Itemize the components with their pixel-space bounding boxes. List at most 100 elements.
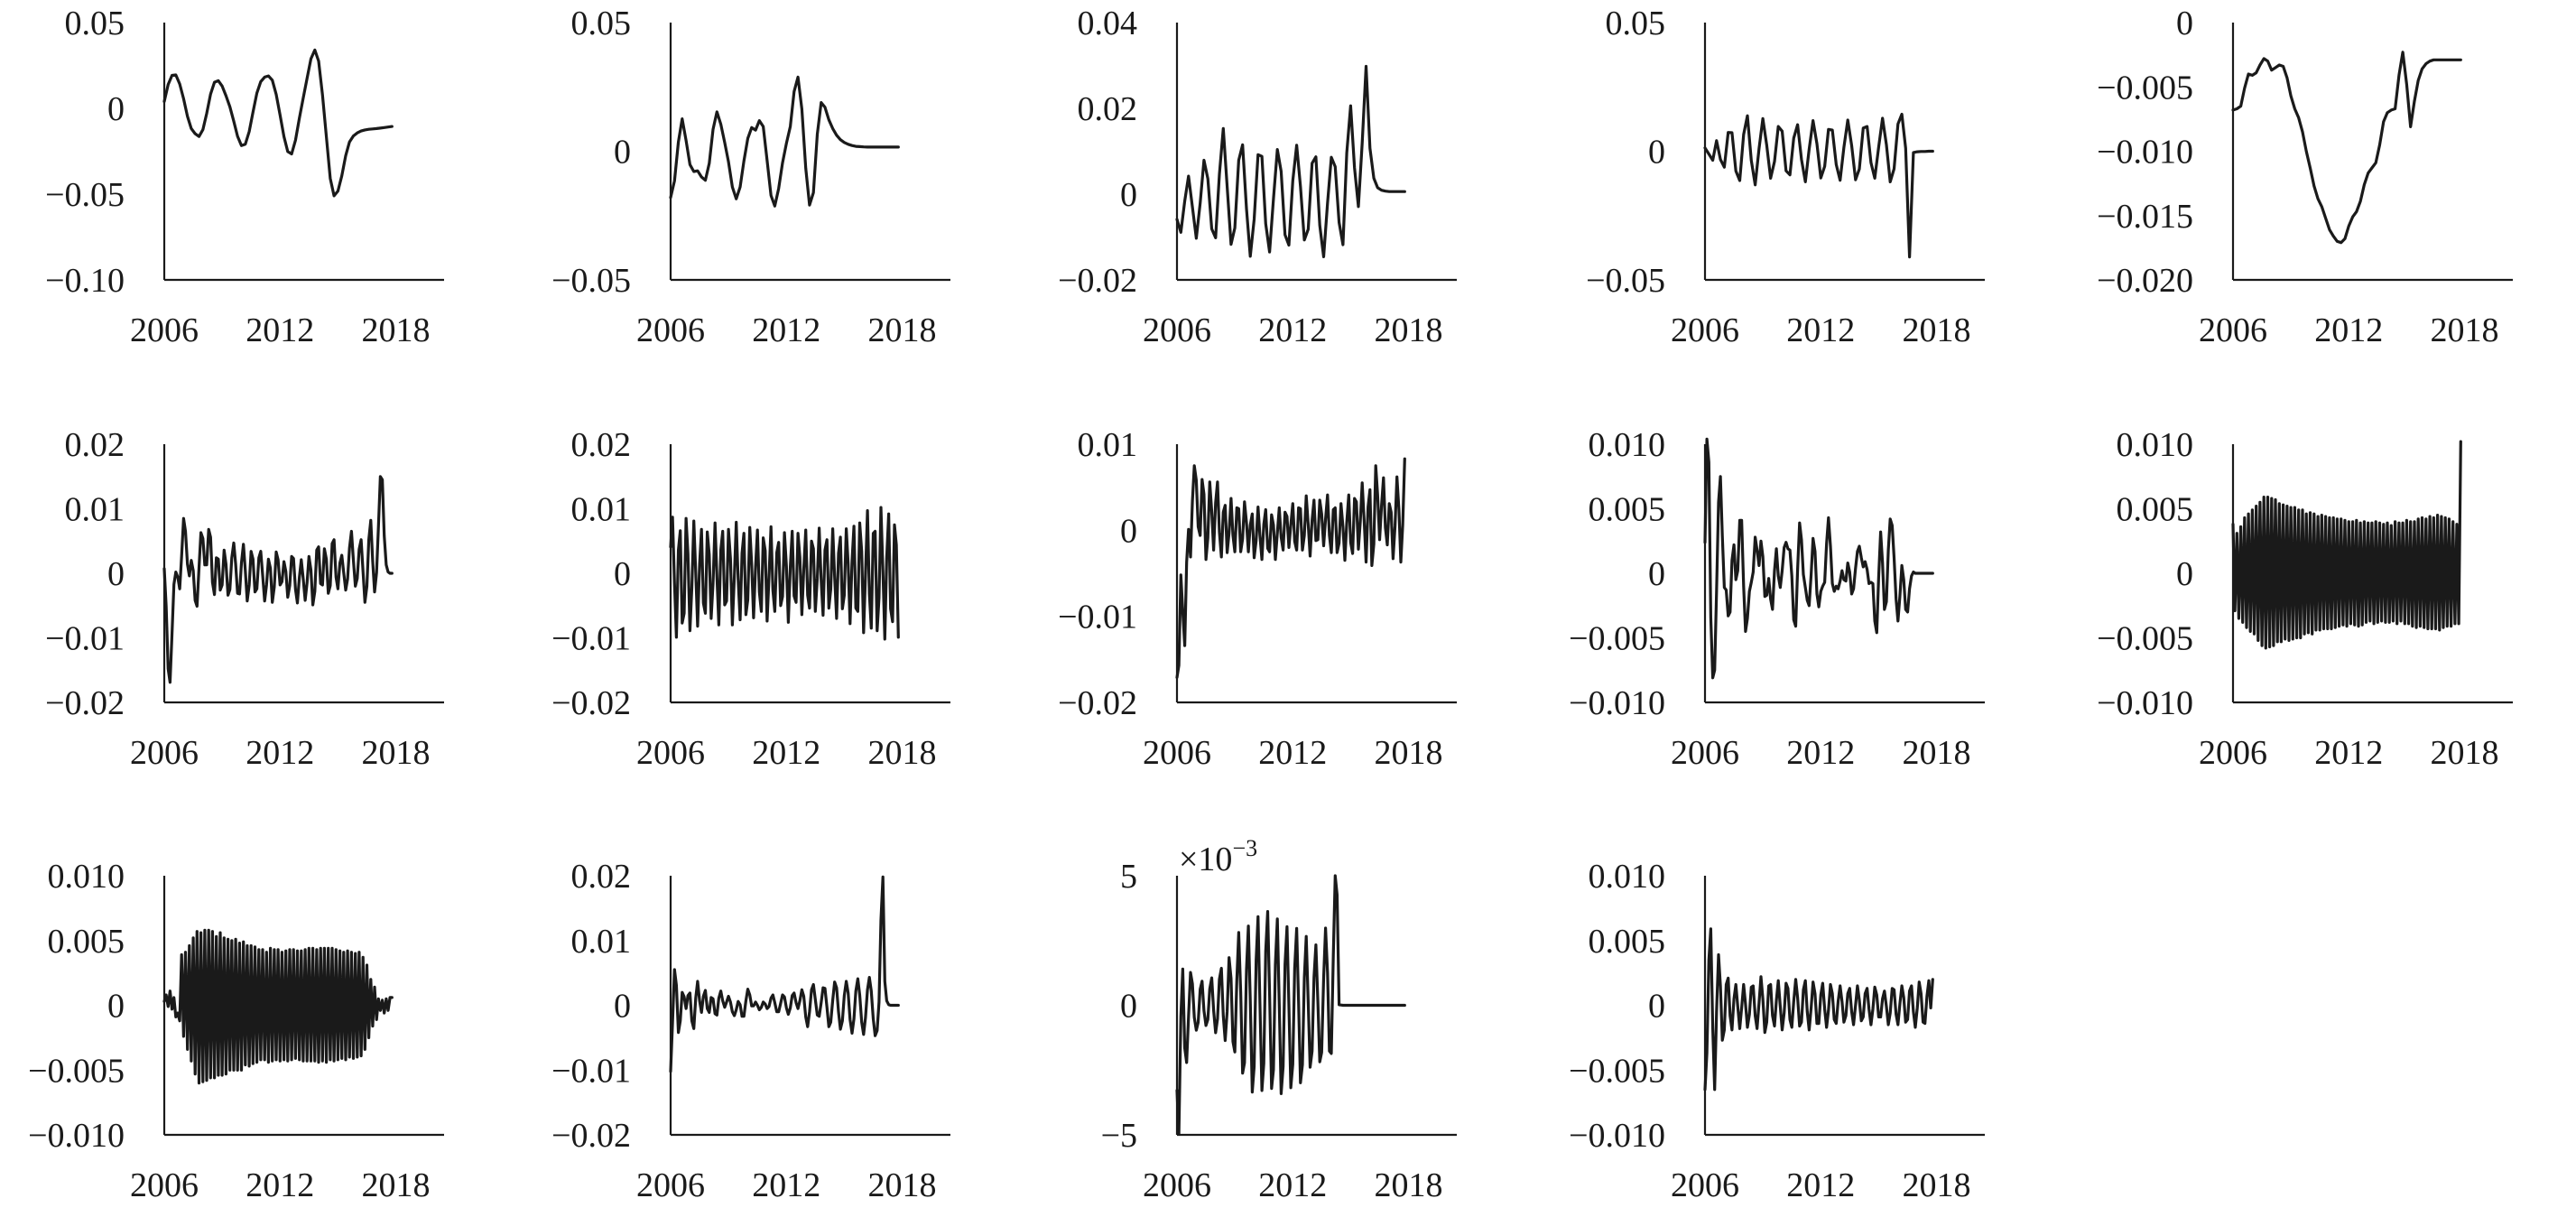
y-tick-label: −5 — [1101, 1117, 1137, 1155]
y-tick-label: 0.05 — [571, 5, 632, 42]
x-tick-label: 2012 — [752, 1166, 820, 1204]
x-tick-label: 2006 — [2199, 734, 2267, 772]
y-tick-label: −0.01 — [551, 620, 631, 658]
y-tick-label: 0 — [1648, 134, 1665, 172]
y-tick-label: −0.02 — [551, 1117, 631, 1155]
series-line — [669, 75, 900, 208]
x-tick-label: 2018 — [868, 734, 937, 772]
x-tick-label: 2012 — [752, 311, 820, 349]
series-line — [162, 475, 394, 684]
y-tick-label: −0.01 — [551, 1052, 631, 1090]
y-tick-label: 0.010 — [1589, 426, 1666, 464]
x-tick-label: 2006 — [1671, 1166, 1739, 1204]
y-tick-label: 0.01 — [571, 491, 632, 529]
y-tick-label: 0.005 — [1589, 491, 1666, 529]
x-tick-label: 2006 — [1671, 734, 1739, 772]
y-tick-label: −0.01 — [45, 620, 125, 658]
x-tick-label: 2018 — [868, 311, 937, 349]
series-line — [1175, 64, 1406, 258]
y-tick-label: −0.005 — [1569, 620, 1665, 658]
axis-multiplier: ×10−3 — [1179, 835, 1257, 878]
y-tick-label: 0.04 — [1078, 5, 1138, 42]
y-tick-label: 0.05 — [65, 5, 125, 42]
x-tick-label: 2006 — [1143, 734, 1211, 772]
series-line — [2231, 51, 2462, 245]
y-tick-label: −0.010 — [1569, 1117, 1665, 1155]
series-line — [1703, 437, 1934, 680]
y-tick-label: −0.05 — [45, 176, 125, 214]
x-tick-label: 2018 — [2431, 734, 2499, 772]
y-tick-label: 0 — [614, 134, 631, 172]
x-tick-label: 2012 — [246, 311, 314, 349]
x-tick-label: 2012 — [2314, 311, 2383, 349]
y-tick-label: 0.02 — [571, 858, 632, 896]
y-tick-label: −0.010 — [2097, 134, 2193, 172]
y-tick-label: 0 — [1120, 512, 1137, 550]
y-tick-label: 0 — [614, 988, 631, 1026]
y-tick-label: 0.02 — [571, 426, 632, 464]
x-tick-label: 2012 — [752, 734, 820, 772]
y-tick-label: −0.015 — [2097, 198, 2193, 236]
x-tick-label: 2006 — [636, 734, 705, 772]
series-line — [162, 928, 394, 1085]
x-tick-label: 2012 — [1258, 734, 1327, 772]
y-tick-label: 0.005 — [2117, 491, 2194, 529]
y-tick-label: 0 — [107, 90, 125, 128]
y-tick-label: −0.005 — [2097, 69, 2193, 107]
x-tick-label: 2006 — [130, 734, 199, 772]
x-tick-label: 2018 — [1375, 1166, 1443, 1204]
y-tick-label: −0.010 — [1569, 684, 1665, 722]
y-tick-label: 0 — [614, 555, 631, 593]
y-tick-label: −0.005 — [28, 1052, 125, 1090]
series-line — [669, 506, 900, 641]
x-tick-label: 2006 — [130, 1166, 199, 1204]
series-line — [1175, 874, 1406, 1136]
y-tick-label: 0 — [1120, 988, 1137, 1026]
y-tick-label: 0.010 — [1589, 858, 1666, 896]
y-tick-label: 0.02 — [1078, 90, 1138, 128]
x-tick-label: 2012 — [246, 734, 314, 772]
y-tick-label: −0.020 — [2097, 262, 2193, 300]
y-tick-label: −0.05 — [1586, 262, 1665, 300]
y-tick-label: 0.005 — [48, 923, 125, 961]
y-tick-label: −0.01 — [1058, 599, 1137, 636]
x-tick-label: 2012 — [1258, 311, 1327, 349]
x-tick-label: 2012 — [1786, 734, 1855, 772]
y-tick-label: 0.02 — [65, 426, 125, 464]
y-tick-label: −0.05 — [551, 262, 631, 300]
y-tick-label: 0 — [2176, 5, 2193, 42]
y-tick-label: −0.010 — [2097, 684, 2193, 722]
y-tick-label: 0.010 — [48, 858, 125, 896]
y-tick-label: 0.005 — [1589, 923, 1666, 961]
y-tick-label: 0.01 — [65, 491, 125, 529]
series-line — [1703, 112, 1934, 259]
y-tick-label: −0.02 — [1058, 684, 1137, 722]
x-tick-label: 2006 — [636, 1166, 705, 1204]
x-tick-label: 2006 — [2199, 311, 2267, 349]
x-tick-label: 2018 — [1903, 311, 1971, 349]
y-tick-label: 0 — [1648, 555, 1665, 593]
y-tick-label: −0.02 — [45, 684, 125, 722]
x-tick-label: 2018 — [2431, 311, 2499, 349]
y-tick-label: −0.005 — [1569, 1052, 1665, 1090]
y-tick-label: 5 — [1120, 858, 1137, 896]
y-tick-label: 0 — [2176, 555, 2193, 593]
y-tick-label: 0.05 — [1606, 5, 1666, 42]
y-tick-label: −0.02 — [1058, 262, 1137, 300]
x-tick-label: 2018 — [1903, 734, 1971, 772]
x-tick-label: 2018 — [362, 311, 431, 349]
x-tick-label: 2018 — [1903, 1166, 1971, 1204]
series-line — [669, 875, 900, 1073]
